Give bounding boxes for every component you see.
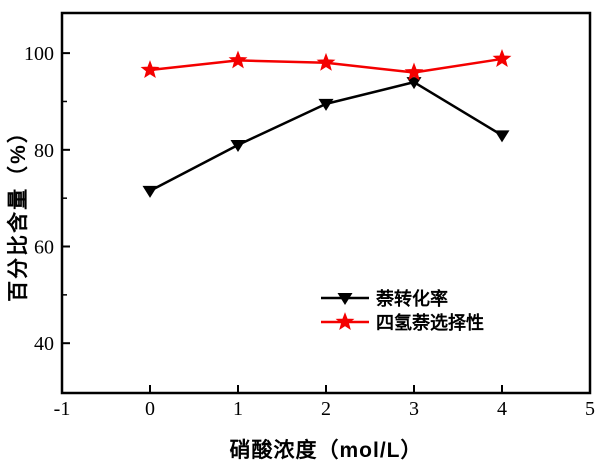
- legend-item-selectivity: 四氢萘选择性: [320, 311, 484, 333]
- x-axis-title: 硝酸浓度（mol/L）: [229, 439, 423, 462]
- svg-text:-1: -1: [54, 398, 71, 420]
- svg-text:1: 1: [233, 398, 243, 420]
- svg-text:4: 4: [497, 398, 507, 420]
- legend-item-conversion: 萘转化率: [320, 287, 484, 309]
- svg-text:60: 60: [34, 237, 54, 259]
- svg-text:5: 5: [585, 398, 595, 420]
- svg-text:3: 3: [409, 398, 419, 420]
- legend-label-selectivity: 四氢萘选择性: [376, 313, 484, 333]
- star-marker-icon: [321, 312, 369, 331]
- y-axis-title: 百分比含量（%）: [7, 120, 30, 302]
- svg-text:100: 100: [24, 43, 54, 65]
- svg-text:2: 2: [321, 398, 331, 420]
- legend-label-conversion: 萘转化率: [376, 289, 448, 309]
- svg-text:0: 0: [145, 398, 155, 420]
- svg-text:80: 80: [34, 140, 54, 162]
- svg-text:40: 40: [34, 333, 54, 355]
- triangle-down-marker-icon: [321, 293, 369, 305]
- legend: 萘转化率 四氢萘选择性: [320, 287, 484, 333]
